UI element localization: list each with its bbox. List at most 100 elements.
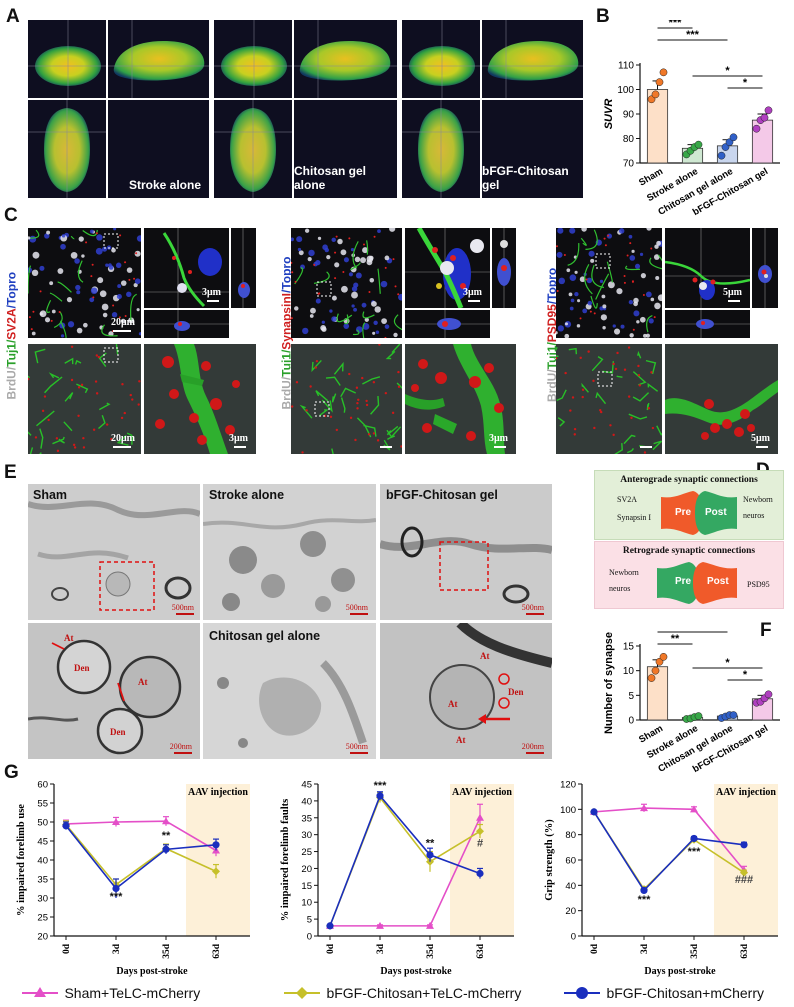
y-axis-title: % impaired forelimb faults — [280, 799, 291, 921]
puncta-render — [305, 409, 308, 412]
puncta-render — [95, 392, 99, 395]
data-point — [760, 113, 769, 122]
neurite-render — [311, 359, 322, 373]
cell-nucleus — [656, 240, 662, 246]
data-point — [690, 834, 698, 843]
y-tick-label: 10 — [623, 666, 635, 677]
cell-nucleus — [556, 331, 558, 335]
data-point — [655, 78, 664, 87]
significance-label: *** — [638, 894, 652, 906]
neurite-render — [646, 402, 650, 411]
retro-pre: Pre — [675, 576, 692, 587]
panel-label-e: E — [4, 462, 17, 483]
puncta-render — [627, 395, 631, 398]
puncta-render — [357, 398, 360, 401]
significance-label: *** — [669, 20, 683, 29]
synaptic-puncta — [32, 310, 35, 313]
cell-nucleus — [384, 255, 390, 261]
neurite-render — [98, 402, 111, 411]
cell-nucleus — [648, 318, 654, 324]
cell-nucleus — [381, 318, 387, 324]
cell-nucleus — [581, 228, 587, 232]
cell-nucleus — [46, 230, 51, 235]
pet-coronal-3 — [402, 20, 480, 98]
synaptic-puncta — [335, 235, 338, 238]
puncta-render — [295, 381, 299, 384]
em-sham-top: Sham 500nm — [28, 484, 200, 620]
puncta-render — [564, 371, 567, 375]
annot-at: At — [138, 677, 148, 687]
cell-nucleus — [380, 280, 388, 288]
cell-nucleus — [105, 263, 109, 267]
neurite-render — [126, 432, 133, 445]
neurite-render — [315, 390, 329, 402]
scalebar-line — [207, 300, 219, 302]
neurite-render — [44, 376, 63, 394]
cell-nucleus — [341, 285, 348, 293]
panel-label-a: A — [6, 6, 20, 27]
neurite — [658, 254, 662, 262]
neurite — [350, 262, 361, 271]
y-tick-label: 110 — [618, 61, 634, 72]
puncta-render — [651, 426, 655, 430]
cell-nucleus — [362, 323, 370, 330]
neurite-render — [39, 452, 42, 454]
scalebar-line — [176, 613, 194, 615]
data-point — [62, 822, 70, 830]
scalebar-line — [468, 300, 480, 302]
y-tick-label: 90 — [623, 110, 635, 121]
puncta-render — [70, 345, 74, 348]
y-tick-label: 80 — [623, 134, 635, 145]
puncta-render — [361, 376, 364, 380]
fluoro-overview-3 — [556, 228, 662, 338]
puncta-render — [56, 449, 60, 453]
neurite-render — [602, 361, 615, 374]
neurite-render — [387, 435, 396, 440]
cell-nucleus — [389, 228, 396, 232]
neurite — [377, 268, 381, 294]
cell-nucleus — [568, 292, 573, 297]
y-tick-label: 0 — [628, 716, 634, 727]
neurite-render — [652, 440, 662, 451]
puncta-render — [643, 451, 647, 454]
cell-nucleus — [320, 325, 327, 331]
cell-nucleus — [307, 257, 312, 262]
synaptic-puncta — [626, 254, 629, 257]
cell-nucleus — [136, 308, 140, 312]
y-tick-label: 5 — [307, 915, 312, 926]
synaptic-puncta — [291, 317, 293, 320]
cell-nucleus — [117, 284, 122, 289]
scalebar-line — [350, 752, 368, 754]
em-stroke: Stroke alone 500nm — [203, 484, 376, 620]
cell-nucleus — [115, 262, 122, 269]
cell-nucleus — [640, 273, 646, 279]
x-axis-title: Days post-stroke — [380, 966, 452, 977]
cell-nucleus — [577, 299, 581, 303]
series-line — [329, 794, 481, 927]
cell-nucleus — [628, 299, 634, 305]
legend-item: Sham+TeLC-mCherry — [20, 984, 200, 1002]
y-tick-label: 35 — [37, 875, 48, 886]
neurite — [591, 264, 605, 289]
puncta-render — [82, 436, 85, 440]
neurite — [352, 329, 360, 336]
data-point — [476, 869, 484, 878]
neurite-render — [591, 356, 604, 372]
neurite — [49, 292, 63, 302]
cell-nucleus — [66, 297, 73, 303]
cell-nucleus — [51, 309, 56, 314]
puncta-render — [80, 383, 84, 387]
neurite-render — [370, 395, 380, 415]
synaptic-puncta — [291, 271, 294, 274]
synaptic-puncta — [128, 278, 131, 281]
scalebar-label: 3μm — [463, 287, 482, 298]
synaptic-puncta — [39, 290, 42, 293]
puncta-render — [612, 433, 615, 437]
pet-sagittal-1 — [108, 20, 209, 98]
cell-nucleus — [607, 281, 615, 289]
antero-post: Post — [705, 507, 727, 518]
x-tick-label: 63d — [740, 943, 750, 959]
cell-nucleus — [337, 238, 343, 245]
neurite — [344, 314, 349, 325]
